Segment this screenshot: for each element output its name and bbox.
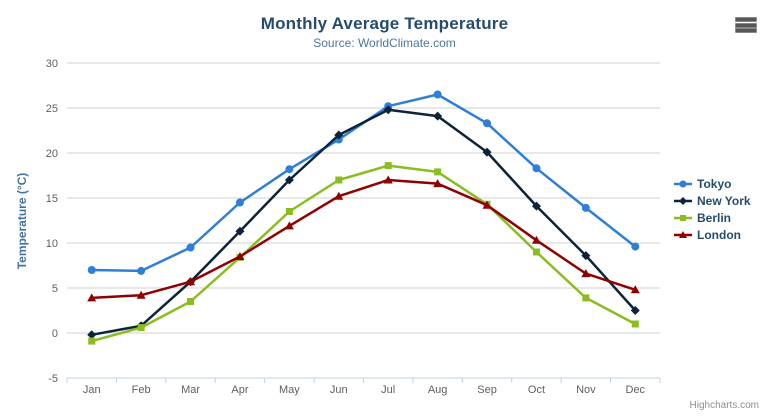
data-point-marker[interactable] — [285, 165, 294, 174]
data-point-marker[interactable] — [680, 215, 686, 221]
legend-label: Tokyo — [697, 177, 732, 191]
series-new-york — [87, 105, 640, 340]
data-point-marker[interactable] — [383, 105, 393, 115]
legend-item-london[interactable]: London — [674, 228, 751, 242]
series-london — [87, 175, 640, 302]
data-point-marker[interactable] — [630, 285, 640, 294]
x-axis-label: Feb — [132, 384, 151, 396]
legend-label: Berlin — [697, 211, 732, 225]
data-point-marker[interactable] — [531, 201, 541, 211]
data-point-marker[interactable] — [87, 330, 97, 340]
diamond-marker-icon — [674, 197, 692, 205]
data-point-marker[interactable] — [679, 180, 687, 188]
data-point-marker[interactable] — [284, 221, 294, 230]
hamburger-menu-icon — [735, 28, 757, 33]
x-axis-label: Apr — [231, 384, 248, 396]
data-point-marker[interactable] — [581, 269, 591, 278]
data-point-marker[interactable] — [582, 294, 590, 302]
data-point-marker[interactable] — [482, 200, 492, 209]
data-point-marker[interactable] — [87, 293, 97, 302]
data-point-marker[interactable] — [433, 111, 443, 121]
y-axis-label: 0 — [52, 328, 58, 340]
y-axis-title: Temperature (°C) — [15, 173, 29, 270]
chart-subtitle: Source: WorldClimate.com — [313, 36, 456, 50]
legend-label: London — [697, 228, 741, 242]
data-point-marker[interactable] — [186, 243, 195, 252]
y-axis-label: 20 — [46, 148, 58, 160]
data-point-marker[interactable] — [187, 298, 195, 305]
data-point-marker[interactable] — [679, 231, 687, 238]
data-point-marker[interactable] — [581, 203, 590, 212]
y-axis-label: 5 — [52, 283, 58, 295]
chart-legend: Tokyo New York Berlin London — [674, 177, 751, 242]
data-point-marker[interactable] — [483, 119, 492, 128]
data-point-marker[interactable] — [285, 208, 293, 215]
legend-label: New York — [697, 194, 751, 208]
triangle-marker-icon — [674, 231, 692, 238]
data-point-marker[interactable] — [679, 197, 687, 205]
data-point-marker[interactable] — [482, 147, 492, 157]
data-point-marker[interactable] — [87, 266, 96, 274]
data-point-marker[interactable] — [433, 179, 443, 188]
data-point-marker[interactable] — [631, 242, 640, 251]
data-point-marker[interactable] — [186, 277, 196, 286]
data-point-marker[interactable] — [235, 198, 244, 207]
x-axis-label: Dec — [626, 384, 646, 396]
data-point-marker[interactable] — [137, 266, 146, 275]
chart-title: Monthly Average Temperature — [260, 14, 509, 33]
data-point-marker[interactable] — [334, 130, 344, 140]
axis-layer: -5 0 5 10 15 20 25 30 Jan Feb Mar Apr May Jun Jul Aug Se… — [46, 58, 661, 396]
data-point-marker[interactable] — [384, 162, 392, 170]
data-point-marker[interactable] — [137, 324, 145, 332]
series-line — [90, 164, 637, 343]
grid-layer — [67, 62, 660, 379]
legend-item-berlin[interactable]: Berlin — [674, 211, 751, 225]
series-layer — [87, 90, 640, 345]
data-point-marker[interactable] — [235, 226, 245, 236]
square-marker-icon — [674, 215, 692, 221]
x-axis-label: Nov — [576, 384, 596, 396]
y-axis-label: 15 — [46, 193, 58, 205]
series-line — [90, 108, 637, 337]
y-axis-label: -5 — [48, 373, 58, 385]
data-point-marker[interactable] — [88, 337, 96, 345]
data-point-marker[interactable] — [581, 251, 591, 261]
data-point-marker[interactable] — [630, 306, 640, 315]
series-line — [90, 178, 637, 300]
export-menu-button[interactable] — [733, 15, 759, 35]
hamburger-menu-icon — [735, 22, 757, 28]
x-axis-label: Jun — [330, 384, 348, 396]
data-point-marker[interactable] — [136, 290, 146, 299]
x-axis-label: Jan — [83, 384, 101, 396]
data-point-marker[interactable] — [334, 191, 344, 200]
data-point-marker[interactable] — [532, 248, 540, 256]
hamburger-menu-icon — [735, 17, 757, 22]
data-point-marker[interactable] — [433, 90, 442, 99]
x-axis-label: May — [279, 384, 300, 396]
legend-item-new-york[interactable]: New York — [674, 194, 751, 208]
series-tokyo — [87, 90, 640, 275]
data-point-marker[interactable] — [532, 164, 541, 173]
series-line — [90, 93, 637, 273]
y-axis-label: 10 — [46, 238, 58, 250]
data-point-marker[interactable] — [383, 175, 393, 184]
data-point-marker[interactable] — [335, 176, 343, 184]
y-axis-label: 30 — [46, 58, 58, 70]
data-point-marker[interactable] — [631, 320, 639, 328]
x-axis-label: Oct — [528, 384, 545, 396]
x-axis-label: Sep — [477, 384, 497, 396]
data-point-marker[interactable] — [235, 252, 245, 260]
y-axis-label: 25 — [46, 103, 58, 115]
x-axis-label: Aug — [428, 384, 448, 396]
legend-item-tokyo[interactable]: Tokyo — [674, 177, 751, 191]
x-axis-label: Jul — [381, 384, 395, 396]
credits-link[interactable]: Highcharts.com — [689, 400, 759, 411]
data-point-marker[interactable] — [531, 235, 541, 244]
data-point-marker[interactable] — [434, 168, 442, 176]
x-axis-label: Mar — [181, 384, 200, 396]
data-point-marker[interactable] — [284, 175, 294, 185]
circle-marker-icon — [674, 180, 692, 188]
